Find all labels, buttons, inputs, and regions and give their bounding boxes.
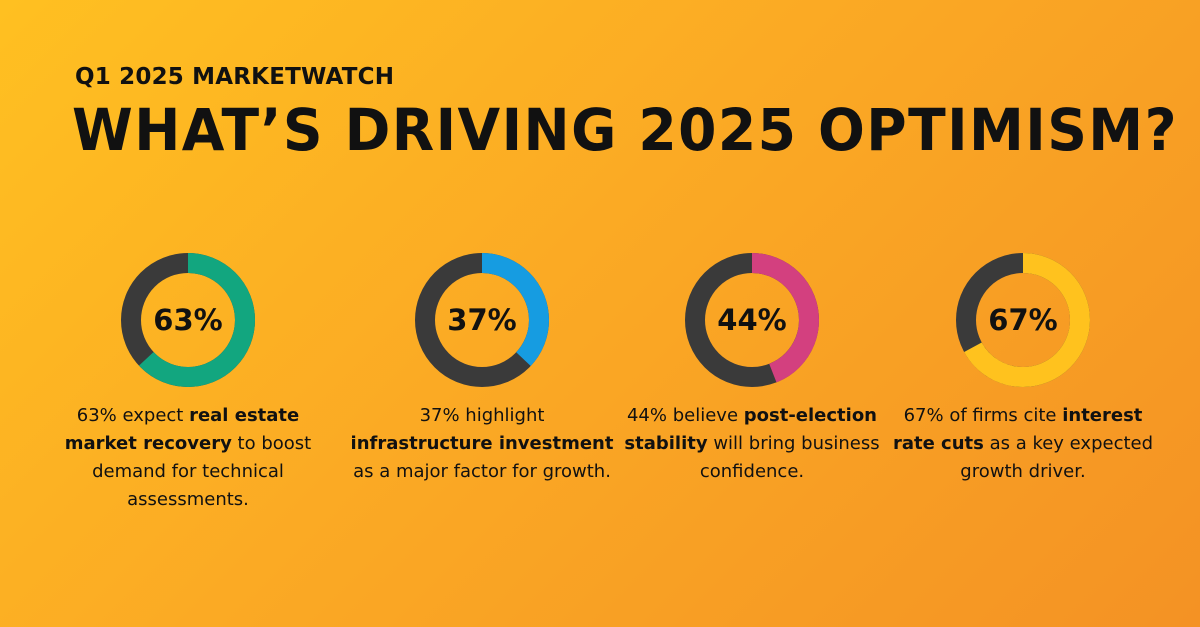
desc-text: as a major factor for growth. <box>353 461 611 482</box>
stat-description: 37% highlight infrastructure investment … <box>347 402 617 486</box>
desc-text: will bring business confidence. <box>699 433 880 482</box>
stat-card-post-election: 44% 44% believe post-election stability … <box>602 250 902 486</box>
percent-label: 44% <box>717 303 787 337</box>
stat-card-real-estate: 63% 63% expect real estate market recove… <box>38 250 338 514</box>
donut-chart: 37% <box>412 250 552 390</box>
desc-text: 44% believe <box>626 405 744 426</box>
desc-text: 63% expect <box>76 405 190 426</box>
page-title: WHAT’S DRIVING 2025 OPTIMISM? <box>72 96 1178 164</box>
desc-highlight: real estate market recovery <box>64 405 300 454</box>
stat-description: 44% believe post-election stability will… <box>617 402 887 486</box>
stat-card-infrastructure: 37% 37% highlight infrastructure investm… <box>332 250 632 486</box>
desc-text: 37% highlight <box>419 405 545 426</box>
donut-svg <box>956 253 1090 387</box>
desc-highlight: interest rate cuts <box>892 405 1143 454</box>
percent-label: 63% <box>153 303 223 337</box>
desc-text: as a key expected growth driver. <box>960 433 1154 482</box>
percent-label: 67% <box>988 303 1058 337</box>
desc-highlight: post-election stability <box>624 405 878 454</box>
eyebrow-label: Q1 2025 MARKETWATCH <box>75 64 395 90</box>
stat-description: 67% of firms cite interest rate cuts as … <box>888 402 1158 486</box>
donut-svg <box>415 253 549 387</box>
donut-chart: 63% <box>118 250 258 390</box>
percent-label: 37% <box>447 303 517 337</box>
donut-value-arc <box>685 253 819 387</box>
desc-highlight: infrastructure investment <box>350 433 614 454</box>
donut-value-arc <box>121 253 255 387</box>
donut-value-arc <box>956 253 1090 387</box>
donut-chart: 67% <box>953 250 1093 390</box>
stat-description: 63% expect real estate market recovery t… <box>53 402 323 514</box>
donut-svg <box>121 253 255 387</box>
donut-svg <box>685 253 819 387</box>
desc-text: 67% of firms cite <box>903 405 1063 426</box>
donut-value-arc <box>415 253 549 387</box>
stat-card-interest-rates: 67% 67% of firms cite interest rate cuts… <box>873 250 1173 486</box>
desc-text: to boost demand for technical assessment… <box>92 433 312 510</box>
donut-chart: 44% <box>682 250 822 390</box>
